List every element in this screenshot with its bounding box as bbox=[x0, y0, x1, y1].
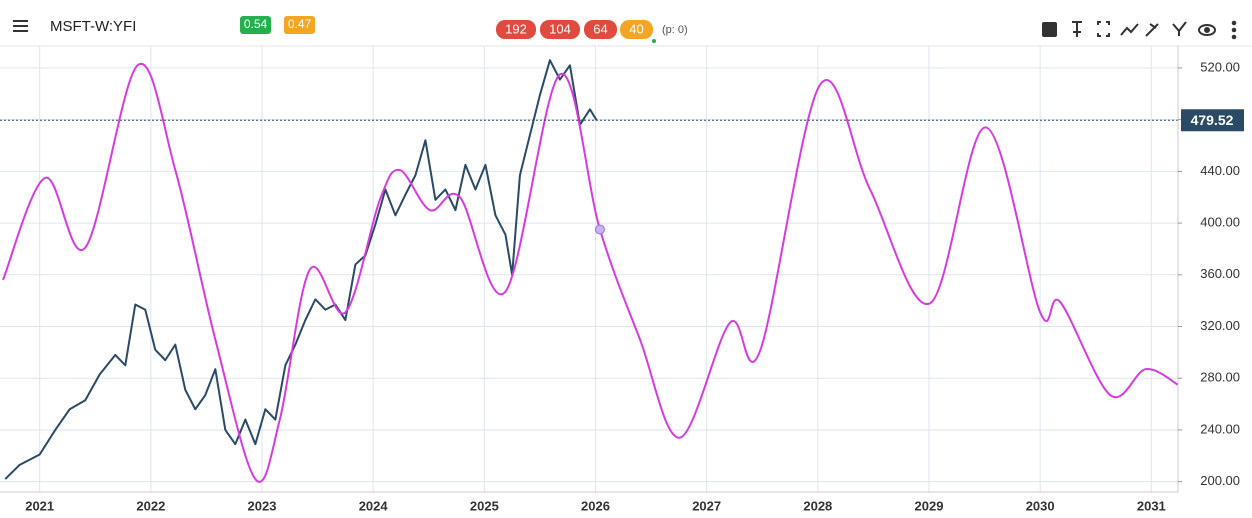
x-tick-label: 2022 bbox=[136, 498, 165, 513]
x-tick-label: 2023 bbox=[248, 498, 277, 513]
last-price-label: 479.52 bbox=[1191, 112, 1234, 128]
status-dot bbox=[652, 39, 656, 43]
highlight-point bbox=[594, 224, 605, 235]
x-tick-label: 2024 bbox=[359, 498, 389, 513]
plot bbox=[0, 59, 1179, 483]
x-tick-label: 2027 bbox=[692, 498, 721, 513]
badge-text: 40 bbox=[629, 21, 643, 36]
x-tick-label: 2026 bbox=[581, 498, 610, 513]
badge-text: 0.47 bbox=[288, 17, 312, 31]
y-tick-label: 240.00 bbox=[1200, 421, 1240, 436]
series-line bbox=[2, 62, 1179, 483]
y-tick-label: 440.00 bbox=[1200, 163, 1240, 178]
badge-text: 192 bbox=[505, 21, 527, 36]
badge-text: 104 bbox=[549, 21, 571, 36]
y-tick-label: 400.00 bbox=[1200, 215, 1240, 230]
y-tick-label: 360.00 bbox=[1200, 266, 1240, 281]
badge bbox=[620, 20, 653, 39]
x-tick-label: 2025 bbox=[470, 498, 499, 513]
badge bbox=[284, 16, 315, 34]
x-tick-label: 2031 bbox=[1137, 498, 1166, 513]
toolbar-icons[interactable] bbox=[1042, 20, 1237, 40]
badge bbox=[240, 16, 271, 34]
y-tick-label: 280.00 bbox=[1200, 370, 1240, 385]
symbol[interactable]: MSFT-W:YFI bbox=[50, 18, 136, 35]
x-tick-label: 2021 bbox=[25, 498, 54, 513]
axes: 2021 2022 2023 2024 2025 2026 2027 2028 2029 2030… bbox=[25, 59, 1244, 513]
note: (p: 0) bbox=[662, 24, 688, 36]
menu-icon[interactable] bbox=[13, 20, 28, 32]
x-tick-label: 2030 bbox=[1026, 498, 1055, 513]
y-tick-label: 520.00 bbox=[1200, 59, 1240, 74]
badge bbox=[540, 20, 580, 39]
x-tick-label: 2028 bbox=[803, 498, 832, 513]
badge bbox=[496, 20, 536, 39]
badge bbox=[584, 20, 617, 39]
y-tick-label: 200.00 bbox=[1200, 473, 1240, 488]
badge-text: 0.54 bbox=[244, 17, 268, 31]
badge-text: 64 bbox=[593, 21, 607, 36]
x-tick-label: 2029 bbox=[915, 498, 944, 513]
last-price-box bbox=[1181, 109, 1244, 132]
y-tick-label: 320.00 bbox=[1200, 318, 1240, 333]
series-line bbox=[4, 59, 598, 480]
